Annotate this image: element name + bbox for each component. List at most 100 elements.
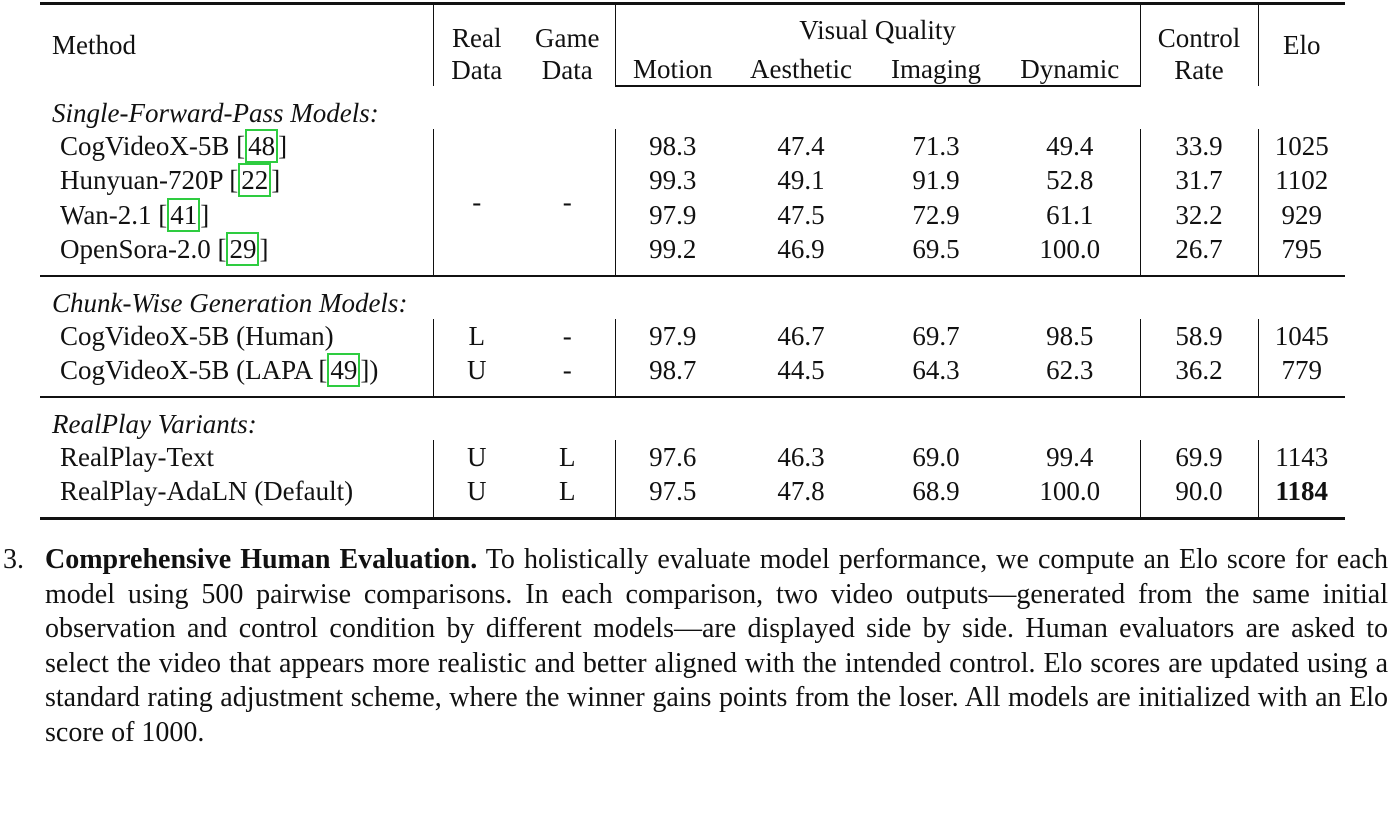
value-cell: 1045	[1257, 318, 1346, 353]
real-data-cell: -	[432, 128, 520, 276]
group-title-row: RealPlay Variants:	[40, 395, 1346, 440]
value-cell: 97.9	[614, 197, 730, 232]
header-cell: Visual Quality	[614, 3, 1141, 46]
value-cell: 44.5	[777, 355, 825, 386]
table-body: Single-Forward-Pass Models: CogVideoX-5B …	[40, 86, 1346, 518]
header-line: Data	[541, 54, 593, 85]
real-data-cell: U	[432, 353, 520, 397]
value-cell: 47.8	[777, 476, 825, 507]
header-line: Game	[535, 22, 600, 53]
table-row: RealPlay-Text U L 97.6 46.3 69.0 99.4 69.9 1143	[40, 439, 1346, 475]
group-title-row: Chunk-Wise Generation Models:	[40, 274, 1346, 319]
game-data-cell: -	[562, 355, 572, 386]
value-cell: 98.5	[1046, 320, 1094, 351]
value-cell: 1143	[1257, 439, 1346, 474]
method-cell: OpenSora-2.0 [29]	[40, 232, 433, 276]
header-cell: Elo	[1257, 3, 1346, 86]
method-suffix: ]	[259, 234, 269, 265]
value-cell: 98.7	[614, 353, 730, 397]
method-name: CogVideoX-5B (Human)	[60, 320, 334, 351]
header-cell: Control Rate	[1139, 3, 1259, 86]
method-cell: CogVideoX-5B (LAPA [49])	[40, 353, 433, 397]
group-title: RealPlay Variants:	[40, 395, 1346, 440]
value-cell: 929	[1257, 197, 1346, 232]
value-cell: 46.9	[777, 234, 825, 265]
value-cell: 47.4	[777, 130, 825, 161]
value-cell: 90.0	[1139, 474, 1259, 518]
game-data-cell: L	[559, 476, 576, 507]
value-cell: 795	[1257, 232, 1346, 276]
value-cell: 71.3	[912, 130, 960, 161]
paragraph-text: To holistically evaluate model performan…	[45, 544, 1388, 748]
header-cell: Method	[52, 30, 136, 61]
method-name: Hunyuan-720P [	[60, 165, 239, 196]
group-title: Single-Forward-Pass Models:	[52, 97, 379, 128]
value-cell: 99.2	[614, 232, 730, 276]
method-cell: Hunyuan-720P [22]	[40, 163, 433, 198]
value-cell: 49.4	[1046, 130, 1094, 161]
value-cell: 97.5	[614, 474, 730, 518]
value-cell: 100.0	[1039, 476, 1101, 507]
table-row: CogVideoX-5B [48] - -98.3 47.4 71.3 49.4 33.9 1…	[40, 128, 1346, 276]
header-cell: Motion	[614, 45, 730, 87]
value-cell: 26.7	[1139, 232, 1259, 276]
value-cell: 47.5	[777, 199, 825, 230]
value-cell: 69.7	[912, 320, 960, 351]
value-cell: 69.9	[1139, 439, 1259, 474]
game-data-cell: -	[562, 320, 572, 351]
item-number: 3.	[3, 544, 24, 575]
method-name: CogVideoX-5B (LAPA [	[60, 355, 328, 386]
group-title: Chunk-Wise Generation Models:	[40, 274, 1346, 319]
citation: 49	[327, 353, 361, 388]
value-cell: 49.1	[777, 165, 825, 196]
value-cell: 100.0	[1039, 234, 1101, 265]
table-row: Hunyuan-720P [22] 99.3 49.1 91.9 52.8 31.7 110…	[40, 163, 1346, 198]
method-cell: RealPlay-Text	[40, 440, 433, 475]
real-data-cell: U	[432, 439, 520, 474]
header-line: Real	[452, 22, 502, 53]
method-suffix: ]	[200, 199, 210, 230]
method-suffix: ]	[271, 165, 281, 196]
value-cell: 1025	[1257, 128, 1346, 163]
table-row: CogVideoX-5B (LAPA [49]) U -98.7 44.5 64.3 62…	[40, 353, 1346, 397]
real-data-cell: U	[432, 474, 520, 518]
value-cell: 52.8	[1046, 165, 1094, 196]
table-header: Method Real Data Game Data Visual Quality Cont…	[40, 3, 1346, 87]
value-cell: 69.0	[912, 441, 960, 472]
value-cell: 779	[1257, 353, 1346, 397]
value-cell: 33.9	[1139, 128, 1259, 163]
header-cell: Real Data	[432, 3, 520, 86]
value-cell: 32.2	[1139, 197, 1259, 232]
method-name: RealPlay-Text	[60, 441, 215, 472]
method-suffix: ])	[360, 355, 379, 386]
value-cell: 64.3	[912, 355, 960, 386]
method-cell: Wan-2.1 [41]	[40, 197, 433, 233]
header-cell: Game Data	[520, 4, 615, 86]
value-cell: 69.5	[912, 234, 960, 265]
value-cell: 99.3	[614, 163, 730, 198]
header-line: Data	[451, 54, 503, 85]
value-cell: 91.9	[912, 165, 960, 196]
method-name: OpenSora-2.0 [	[60, 234, 227, 265]
citation: 29	[226, 232, 260, 267]
value-cell: 1102	[1257, 163, 1346, 198]
value-cell: 62.3	[1046, 355, 1094, 386]
game-data-cell: L	[559, 441, 576, 472]
method-name: RealPlay-AdaLN (Default)	[60, 476, 354, 507]
value-cell: 1184	[1257, 474, 1346, 518]
value-cell: 97.9	[614, 318, 730, 353]
value-cell: 61.1	[1046, 199, 1094, 230]
value-cell: 97.6	[614, 439, 730, 474]
value-cell: 68.9	[912, 476, 960, 507]
method-name: Wan-2.1 [	[60, 199, 168, 230]
method-cell: CogVideoX-5B (Human)	[40, 319, 433, 354]
table-row: Wan-2.1 [41] 97.9 47.5 72.9 61.1 32.2 929	[40, 197, 1346, 233]
header-row: Motion Aesthetic Imaging Dynamic	[40, 45, 1345, 87]
table-row: CogVideoX-5B (Human) L - 97.9 46.7 69.7 98.5 58…	[40, 318, 1346, 354]
group-title-row: Single-Forward-Pass Models:	[40, 86, 1345, 129]
table-row: OpenSora-2.0 [29] 99.2 46.9 69.5 100.0 26.7 79…	[40, 232, 1346, 276]
method-suffix: ]	[278, 130, 288, 161]
value-cell: 46.3	[777, 441, 825, 472]
value-cell: 31.7	[1139, 163, 1259, 198]
